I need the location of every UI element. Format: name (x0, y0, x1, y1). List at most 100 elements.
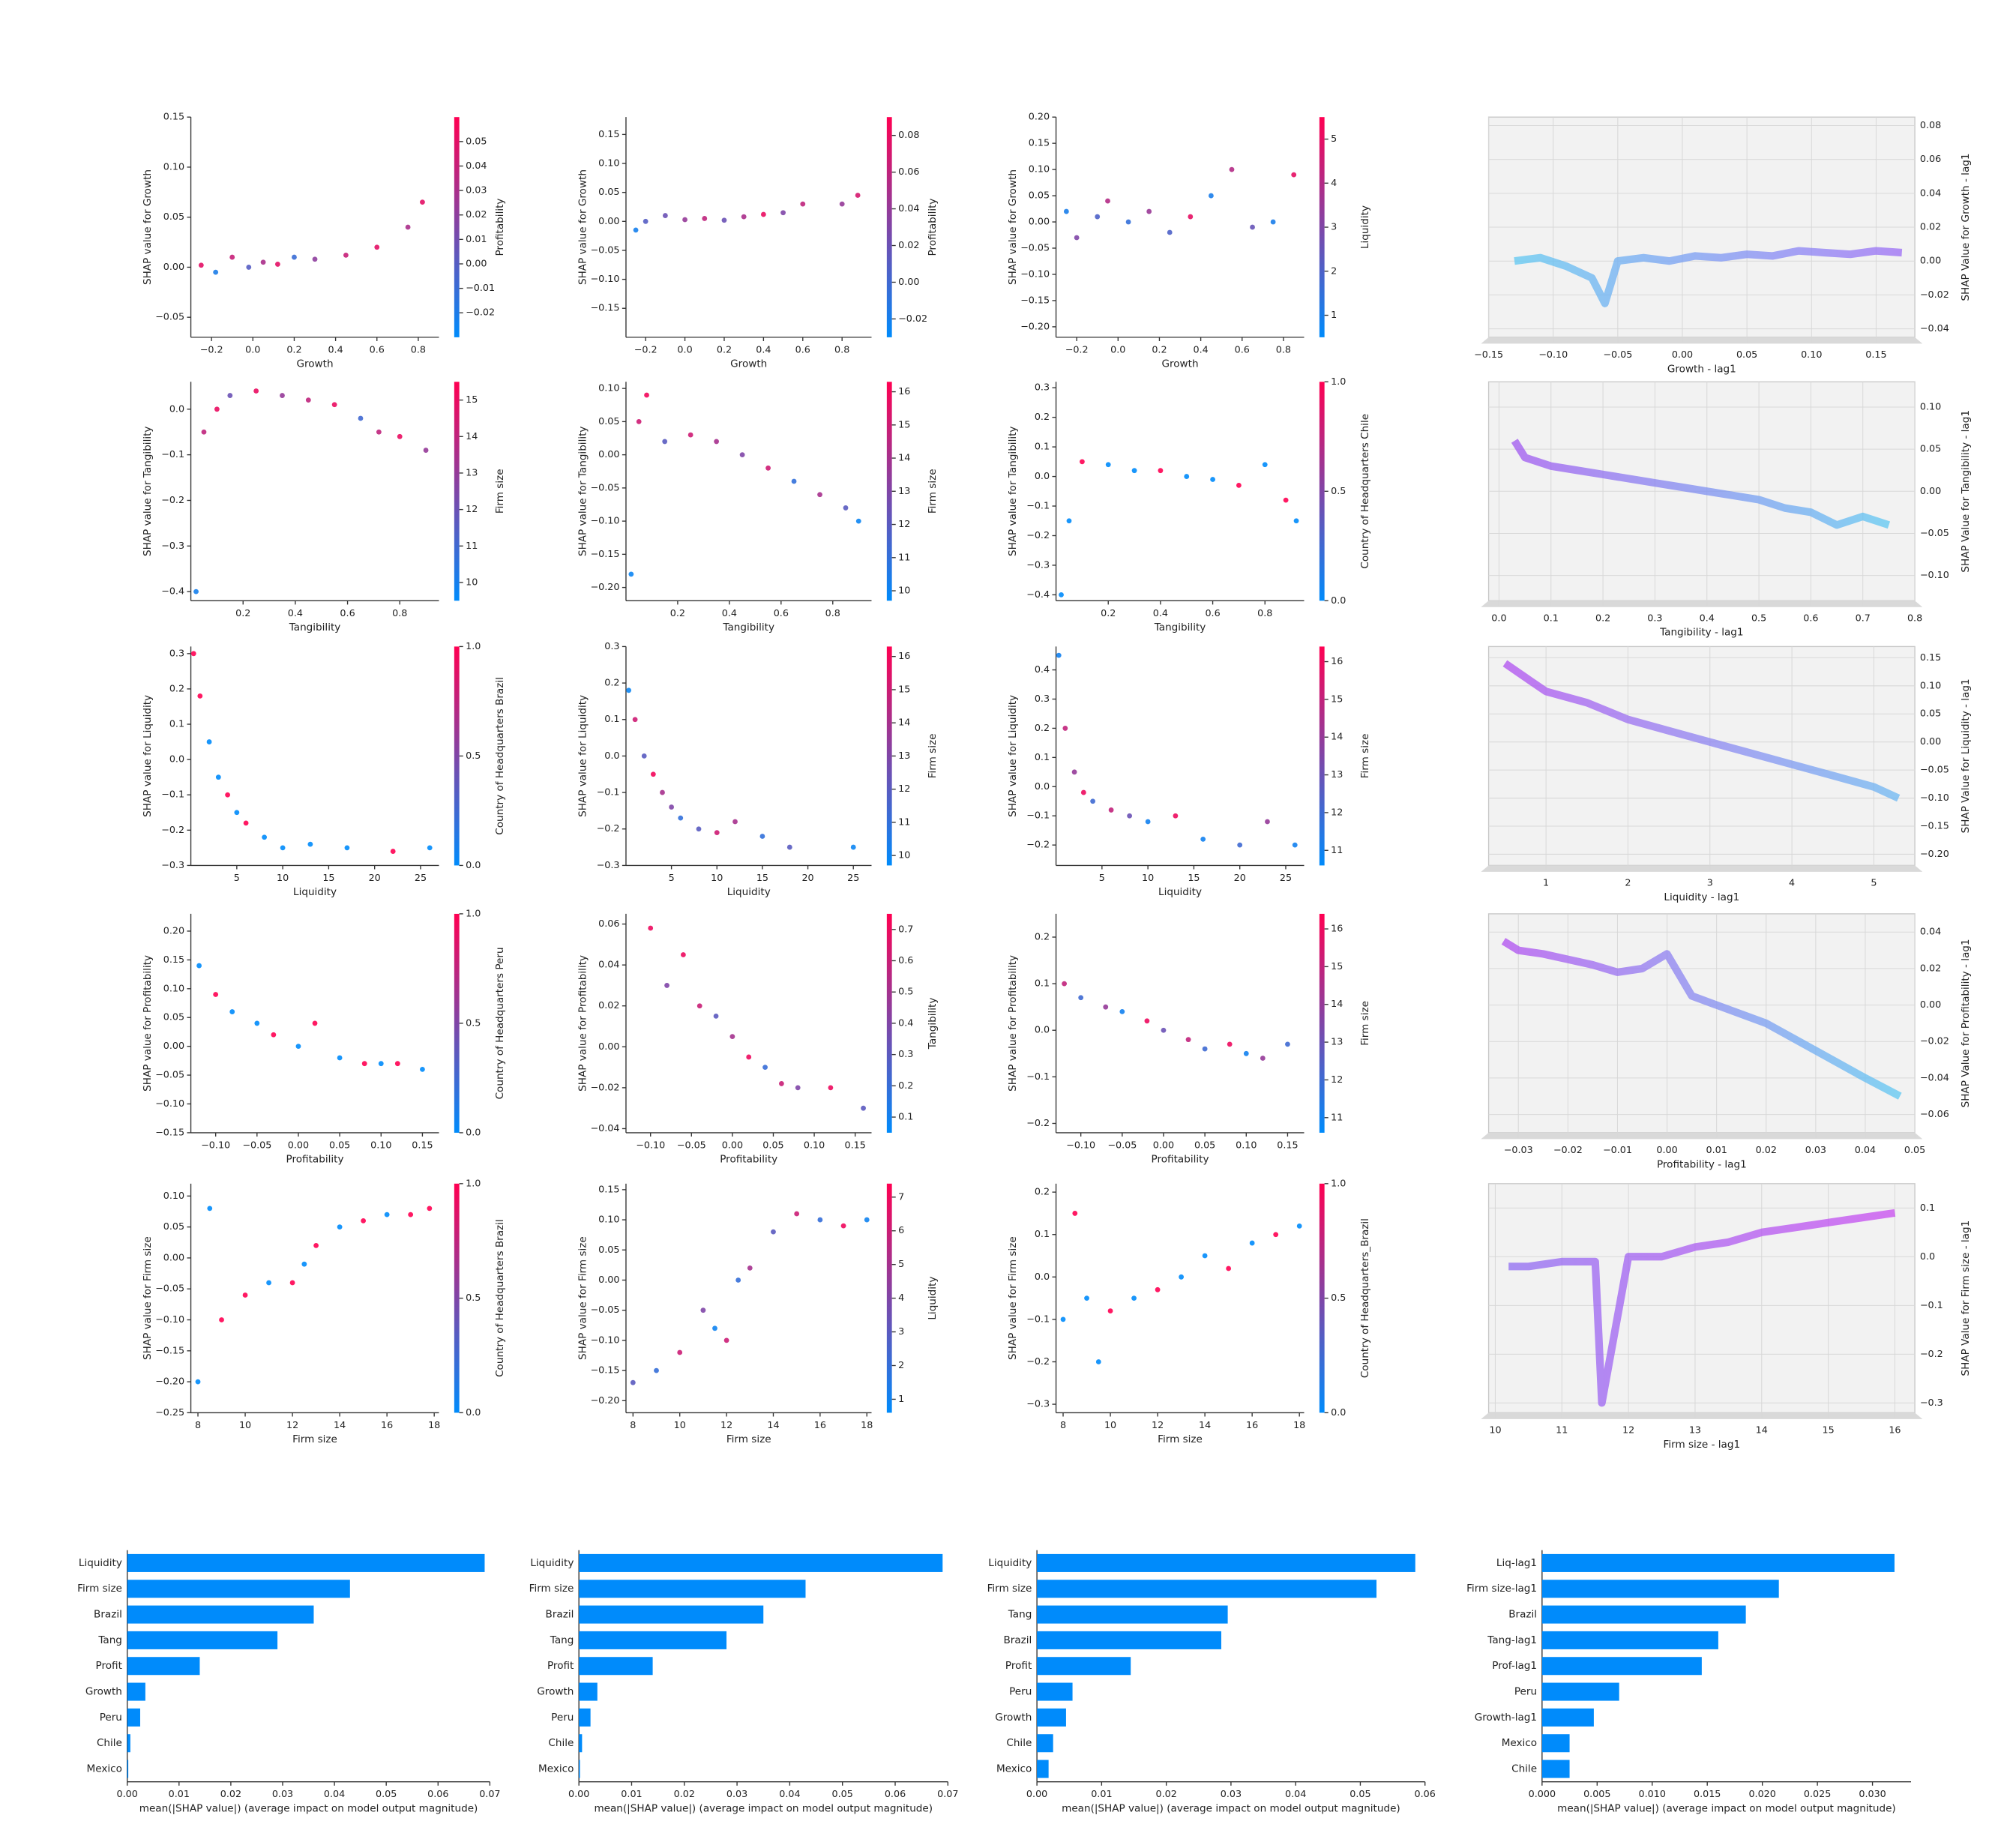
point (1090, 798, 1095, 804)
point (198, 262, 204, 268)
y-tick-label: −0.2 (161, 495, 184, 506)
x-tick-label: 0.03 (272, 1789, 293, 1800)
x-tick-label: 0.2 (1152, 344, 1167, 355)
point (746, 1054, 752, 1060)
point (687, 432, 693, 438)
x-tick-label: 0.6 (1235, 344, 1250, 355)
y-tick-label: 0.10 (1029, 164, 1050, 175)
bar (1037, 1734, 1053, 1753)
colorbar-label: Country of Headquarters Peru (494, 947, 506, 1099)
point (1210, 477, 1215, 482)
shap-line (1511, 439, 1891, 529)
point (234, 810, 240, 816)
colorbar-label: Liquidity (927, 1277, 939, 1320)
x-axis-label: Profitability (1152, 1154, 1209, 1166)
colorbar-tick-label: 12 (1331, 807, 1343, 818)
colorbar-tick-label: 12 (898, 783, 910, 795)
colorbar-tick-label: 0.0 (1331, 595, 1346, 607)
colorbar-tick-label: 12 (898, 519, 910, 530)
point (643, 218, 649, 224)
y-tick-label: −0.3 (597, 860, 620, 871)
x-tick-label: 18 (861, 1420, 873, 1431)
y-tick-label: 0.15 (163, 112, 184, 123)
colorbar-tick-label: 14 (898, 453, 910, 464)
point (289, 1280, 295, 1286)
point (207, 1206, 213, 1212)
bar (579, 1682, 598, 1701)
x-tick-label: 16 (1246, 1420, 1258, 1431)
colorbar-tick-label: 16 (898, 386, 910, 397)
x-tick-label: 0.005 (1583, 1789, 1610, 1800)
y-axis-label: SHAP Value for Tangibility - lag1 (1960, 410, 1972, 573)
point (1071, 769, 1077, 775)
point (312, 1020, 318, 1026)
y-tick-label: −0.15 (155, 1127, 184, 1138)
point (636, 418, 642, 424)
x-axis-label: Tangibility (722, 621, 774, 633)
x-tick-label: 0.4 (1153, 608, 1168, 619)
y-axis-label: SHAP Value for Liquidity - lag1 (1960, 678, 1972, 833)
colorbar-tick-label: 12 (1331, 1074, 1343, 1086)
colorbar-tick-label: 13 (1331, 769, 1343, 780)
x-tick-label: 0.6 (370, 344, 385, 355)
x-tick-label: 10 (1104, 1420, 1116, 1431)
y-tick-label: 0.0 (1035, 471, 1050, 482)
point (227, 393, 233, 398)
y-tick-label: 0.0 (604, 750, 619, 762)
shap-line (1508, 1209, 1896, 1407)
y-tick-label: 0.02 (1920, 222, 1941, 233)
y-tick-label: −0.3 (1026, 1399, 1050, 1410)
point (201, 429, 207, 435)
colorbar (886, 1183, 892, 1413)
point (662, 213, 668, 218)
point (864, 1217, 870, 1223)
x-axis-label: Tangibility (289, 621, 341, 633)
x-tick-label: 0.1 (1544, 613, 1559, 624)
colorbar (1319, 1183, 1325, 1413)
x-tick-label: 0.05 (329, 1140, 350, 1151)
colorbar-label: Country of Headquarters_Brazil (1359, 1218, 1371, 1378)
point (195, 1379, 201, 1385)
bar (579, 1580, 806, 1598)
point (337, 1055, 343, 1061)
y-tick-label: 0.0 (1035, 1271, 1050, 1283)
x-tick-label: 0.02 (674, 1789, 695, 1800)
y-tick-label: 0.00 (1920, 999, 1941, 1011)
point (1103, 1004, 1109, 1010)
colorbar-label: Liquidity (1359, 205, 1371, 249)
point (839, 201, 845, 207)
point (633, 227, 639, 233)
x-tick-label: 12 (1152, 1420, 1164, 1431)
point (215, 774, 221, 780)
y-tick-label: −0.15 (590, 303, 619, 314)
x-tick-label: 0.06 (427, 1789, 448, 1800)
y-axis-label: SHAP value for Firm size (1007, 1236, 1019, 1360)
colorbar-tick-label: −0.02 (898, 313, 927, 325)
y-tick-label: −0.20 (155, 1376, 184, 1388)
point (1185, 1037, 1191, 1043)
pane-floor (1481, 865, 1923, 872)
y-tick-label: 0.3 (1035, 693, 1050, 705)
point (280, 393, 285, 398)
point (307, 841, 313, 847)
y-tick-label: 0.2 (169, 683, 184, 694)
point (700, 1307, 706, 1313)
x-tick-label: 0.4 (328, 344, 343, 355)
category-label: Brazil (1003, 1634, 1032, 1646)
point (420, 1066, 425, 1072)
y-tick-label: 0.2 (1035, 931, 1050, 942)
point (397, 433, 403, 439)
y-tick-label: 0.10 (163, 1191, 184, 1202)
colorbar-tick-label: 1.0 (466, 908, 481, 919)
x-tick-label: 0.2 (717, 344, 732, 355)
point (1229, 166, 1235, 172)
point (242, 1292, 248, 1298)
category-label: Growth (995, 1712, 1032, 1724)
x-tick-label: 0.6 (1803, 613, 1818, 624)
x-tick-label: 0.8 (411, 344, 426, 355)
x-axis-label: Firm size (726, 1433, 771, 1445)
y-tick-label: −0.05 (155, 1283, 184, 1295)
colorbar-tick-label: −0.02 (466, 307, 495, 319)
category-label: Mexico (996, 1763, 1032, 1775)
point (741, 214, 747, 220)
